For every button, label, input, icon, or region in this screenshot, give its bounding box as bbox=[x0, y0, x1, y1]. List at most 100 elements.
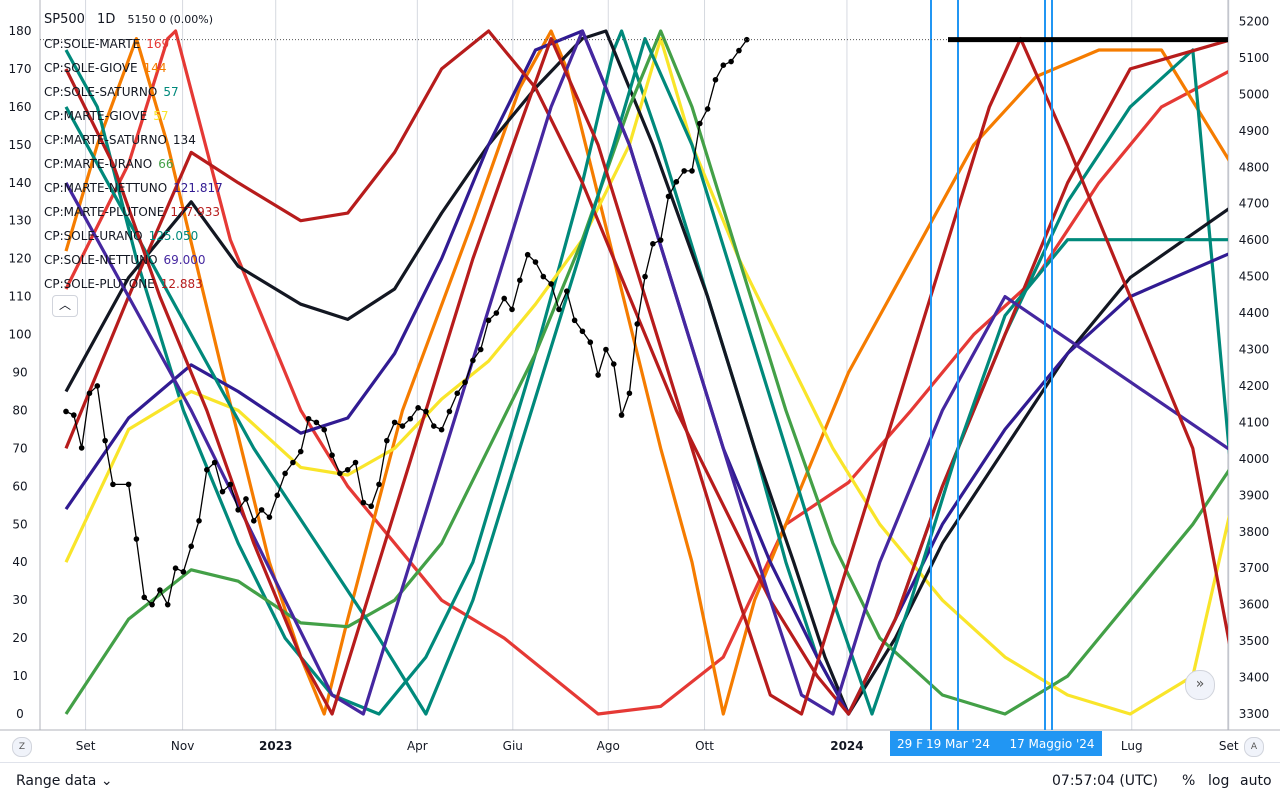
sp500-point bbox=[532, 259, 539, 265]
sp500-point bbox=[313, 419, 320, 426]
time-marker-highlight bbox=[890, 731, 1102, 756]
sp500-point bbox=[376, 481, 382, 488]
indicator-name: CP:SOLE-GIOVE bbox=[44, 61, 138, 75]
indicator-row[interactable]: CP:MARTE-GIOVE 57 bbox=[44, 104, 223, 128]
sp500-point bbox=[399, 423, 406, 429]
footer-bar: Range data ⌄ 07:57:04 (UTC) % log auto bbox=[0, 762, 1280, 801]
right-tick-label: 4500 bbox=[1239, 270, 1270, 284]
chevron-down-icon: ⌄ bbox=[100, 773, 113, 789]
sp500-point bbox=[689, 168, 695, 174]
indicator-row[interactable]: CP:SOLE-GIOVE 144 bbox=[44, 56, 223, 80]
left-tick-label: 130 bbox=[9, 214, 32, 228]
right-tick-label: 5100 bbox=[1239, 51, 1270, 65]
auto-toggle[interactable]: auto bbox=[1240, 773, 1272, 789]
sp500-point bbox=[423, 408, 429, 415]
time-marker-label: 19 Mar '24 bbox=[926, 737, 990, 751]
zoom-left-button[interactable]: Z bbox=[12, 737, 32, 757]
sp500-point bbox=[650, 240, 656, 247]
right-tick-label: 5200 bbox=[1239, 14, 1270, 28]
indicator-row[interactable]: CP:SOLE-MARTE 169 bbox=[44, 32, 223, 56]
sp500-point bbox=[704, 106, 711, 112]
right-tick-label: 4100 bbox=[1239, 415, 1270, 429]
sp500-point bbox=[125, 481, 132, 488]
sp500-point bbox=[665, 193, 672, 200]
zoom-right-button[interactable]: A bbox=[1244, 737, 1264, 757]
right-tick-label: 5000 bbox=[1239, 87, 1270, 101]
series-line bbox=[64, 37, 1228, 716]
sp500-point bbox=[509, 306, 515, 313]
sp500-point bbox=[470, 357, 476, 364]
left-tick-label: 150 bbox=[9, 138, 32, 152]
range-dropdown[interactable]: Range data ⌄ bbox=[16, 773, 113, 789]
collapse-legend-button[interactable]: ︿ bbox=[52, 295, 78, 317]
series-line bbox=[64, 37, 1228, 716]
sp500-point bbox=[743, 36, 750, 43]
sp500-point bbox=[634, 321, 641, 327]
clock-display[interactable]: 07:57:04 (UTC) bbox=[1052, 773, 1159, 789]
indicator-value: 66 bbox=[158, 157, 174, 171]
indicator-row[interactable]: CP:SOLE-URANO 125.050 bbox=[44, 224, 223, 248]
time-tick-label: Nov bbox=[171, 739, 194, 753]
sp500-point bbox=[384, 437, 390, 444]
indicator-name: CP:MARTE-NETTUNO bbox=[44, 181, 168, 195]
sp500-point bbox=[141, 594, 148, 601]
time-tick-label: 2024 bbox=[830, 739, 863, 753]
sp500-point bbox=[164, 601, 171, 608]
indicator-value: 69.000 bbox=[163, 253, 206, 267]
sp500-point bbox=[391, 419, 398, 426]
sp500-point bbox=[102, 437, 108, 444]
sp500-point bbox=[321, 426, 328, 433]
indicator-row[interactable]: CP:SOLE-NETTUNO 69.000 bbox=[44, 248, 223, 272]
sp500-point bbox=[157, 587, 163, 593]
symbol-name[interactable]: SP500 bbox=[44, 12, 85, 27]
sp500-point bbox=[673, 179, 680, 185]
sp500-point bbox=[540, 273, 547, 280]
sp500-point bbox=[71, 412, 77, 418]
indicator-row[interactable]: CP:MARTE-NETTUNO 121.817 bbox=[44, 176, 223, 200]
sp500-point bbox=[610, 361, 617, 367]
percent-toggle[interactable]: % bbox=[1182, 773, 1196, 789]
right-tick-label: 4900 bbox=[1239, 124, 1270, 138]
sp500-point bbox=[188, 543, 194, 550]
sp500-point bbox=[110, 481, 116, 488]
sp500-point bbox=[297, 448, 304, 455]
sp500-point bbox=[282, 470, 288, 477]
indicator-row[interactable]: CP:MARTE-PLUTONE 177.933 bbox=[44, 200, 223, 224]
sp500-point bbox=[438, 426, 445, 433]
left-tick-label: 30 bbox=[12, 593, 27, 607]
time-tick-label: Ott bbox=[695, 739, 714, 753]
sp500-point bbox=[266, 514, 273, 520]
series-line bbox=[64, 29, 1228, 716]
legend: SP500 1D 5150 0 (0.00%) CP:SOLE-MARTE 169… bbox=[44, 8, 223, 296]
right-tick-label: 4800 bbox=[1239, 160, 1270, 174]
right-tick-label: 4600 bbox=[1239, 233, 1270, 247]
right-tick-label: 3900 bbox=[1239, 488, 1270, 502]
series-line bbox=[64, 29, 1228, 716]
scroll-to-latest-button[interactable]: » bbox=[1185, 670, 1215, 700]
left-tick-label: 110 bbox=[9, 290, 32, 304]
indicator-row[interactable]: CP:MARTE-SATURNO 134 bbox=[44, 128, 223, 152]
sp500-point bbox=[579, 328, 586, 335]
left-tick-label: 20 bbox=[12, 631, 27, 645]
indicator-name: CP:SOLE-MARTE bbox=[44, 37, 141, 51]
sp500-point bbox=[149, 601, 155, 608]
sp500-point bbox=[227, 481, 234, 488]
sp500-point bbox=[94, 383, 101, 389]
left-tick-label: 120 bbox=[9, 252, 32, 266]
sp500-point bbox=[587, 339, 594, 346]
sp500-point bbox=[548, 281, 554, 287]
left-tick-label: 40 bbox=[12, 555, 27, 569]
sp500-point bbox=[657, 237, 664, 243]
sp500-point bbox=[235, 507, 241, 513]
interval-label[interactable]: 1D bbox=[97, 12, 116, 27]
sp500-point bbox=[243, 496, 249, 502]
right-tick-label: 3800 bbox=[1239, 525, 1270, 539]
indicator-row[interactable]: CP:SOLE-PLUTONE 12.883 bbox=[44, 272, 223, 296]
indicator-row[interactable]: CP:MARTE-URANO 66 bbox=[44, 152, 223, 176]
sp500-point bbox=[415, 405, 421, 411]
log-toggle[interactable]: log bbox=[1208, 773, 1230, 789]
indicator-row[interactable]: CP:SOLE-SATURNO 57 bbox=[44, 80, 223, 104]
sp500-point bbox=[258, 507, 265, 513]
sp500-point bbox=[344, 466, 351, 473]
